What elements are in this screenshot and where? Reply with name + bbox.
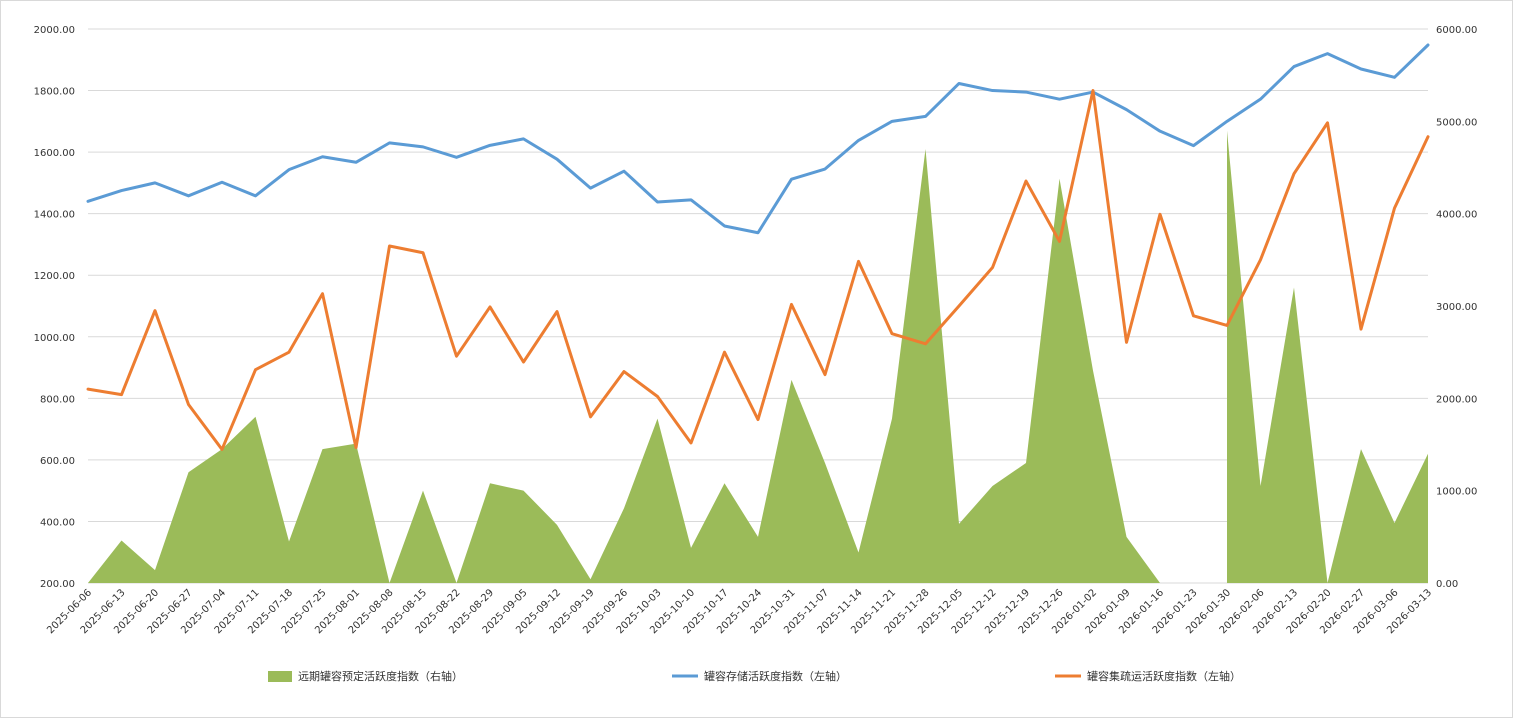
- right-tick-label: 0.00: [1436, 579, 1458, 590]
- left-tick-label: 400.00: [40, 517, 75, 528]
- left-tick-label: 800.00: [40, 394, 75, 405]
- left-tick-label: 200.00: [40, 579, 75, 590]
- left-tick-label: 1800.00: [34, 87, 75, 98]
- right-tick-label: 2000.00: [1436, 394, 1477, 405]
- legend-label-transport: 罐容集疏运活跃度指数（左轴）: [1087, 669, 1241, 683]
- right-tick-label: 4000.00: [1436, 210, 1477, 221]
- legend-label-area: 远期罐容预定活跃度指数（右轴）: [298, 669, 463, 683]
- legend-label-storage: 罐容存储活跃度指数（左轴）: [704, 669, 847, 683]
- legend: 远期罐容预定活跃度指数（右轴） 罐容存储活跃度指数（左轴） 罐容集疏运活跃度指数…: [268, 669, 1241, 683]
- right-tick-label: 6000.00: [1436, 25, 1477, 36]
- left-tick-label: 1000.00: [34, 333, 75, 344]
- right-tick-label: 3000.00: [1436, 302, 1477, 313]
- legend-swatch-area: [268, 671, 292, 682]
- left-tick-label: 600.00: [40, 456, 75, 467]
- left-tick-label: 2000.00: [34, 25, 75, 36]
- left-tick-label: 1400.00: [34, 210, 75, 221]
- left-tick-label: 1600.00: [34, 148, 75, 159]
- right-tick-label: 1000.00: [1436, 487, 1477, 498]
- left-tick-label: 1200.00: [34, 271, 75, 282]
- right-tick-label: 5000.00: [1436, 117, 1477, 128]
